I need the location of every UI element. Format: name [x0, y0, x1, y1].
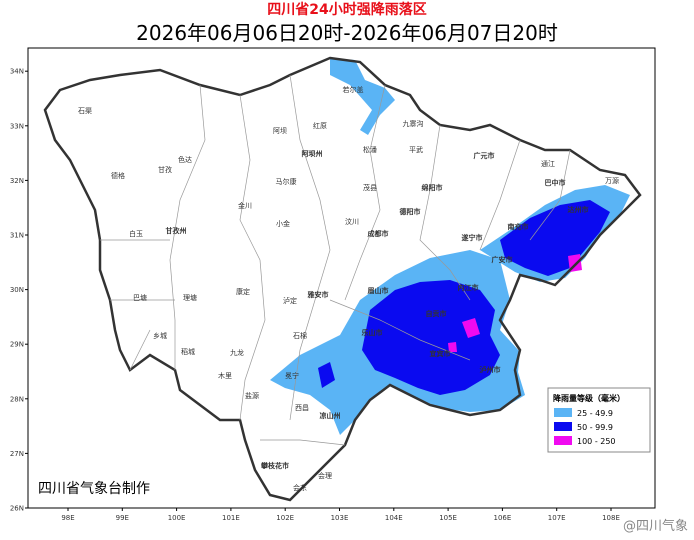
place-label: 石渠: [78, 106, 92, 115]
lon-tick-label: 100E: [168, 514, 186, 522]
place-label: 九龙: [230, 348, 244, 357]
rain-area: [362, 280, 500, 395]
credit: 四川省气象台制作: [38, 481, 150, 497]
place-label: 广安市: [492, 255, 513, 264]
place-label: 泸州市: [480, 365, 501, 374]
place-label: 松潘: [363, 145, 377, 154]
lon-tick-label: 106E: [494, 514, 512, 522]
place-label: 绵阳市: [422, 183, 443, 192]
place-label: 盐源: [245, 391, 259, 400]
place-label: 内江市: [458, 283, 479, 292]
place-label: 会理: [318, 471, 332, 480]
place-label: 德格: [111, 171, 125, 180]
place-label: 木里: [218, 371, 232, 380]
place-labels: 石渠 色达 甘孜 德格 白玉 巴塘 乡城 稻城 理塘 甘孜州 康定 泸定 阿坝州…: [78, 85, 619, 492]
legend-label: 25 - 49.9: [577, 409, 613, 418]
place-label: 红原: [313, 121, 327, 130]
place-label: 乐山市: [362, 328, 383, 337]
place-label: 小金: [276, 219, 290, 228]
place-label: 稻城: [181, 347, 195, 356]
legend-title: 降雨量等级（毫米）: [553, 393, 625, 403]
place-label: 理塘: [183, 293, 197, 302]
title: 四川省24小时强降雨落区: [267, 1, 426, 18]
place-label: 平武: [409, 145, 423, 154]
lat-tick-label: 28N: [10, 395, 24, 403]
lon-tick-label: 99E: [116, 514, 129, 522]
place-label: 通江: [541, 159, 555, 168]
place-label: 广元市: [474, 151, 495, 160]
place-label: 德阳市: [400, 207, 421, 216]
place-label: 冕宁: [285, 371, 299, 380]
place-label: 阿坝州: [302, 149, 323, 158]
lon-tick-label: 107E: [548, 514, 566, 522]
legend-swatch: [554, 408, 572, 417]
place-label: 甘孜: [158, 165, 172, 174]
legend-swatch: [554, 422, 572, 431]
rain-area: [500, 200, 610, 276]
lat-tick-label: 33N: [10, 122, 24, 130]
place-label: 会东: [293, 483, 307, 492]
place-label: 金川: [238, 201, 252, 210]
lon-tick-label: 103E: [331, 514, 349, 522]
place-label: 若尔盖: [343, 85, 364, 94]
place-label: 汶川: [345, 217, 359, 226]
place-label: 万源: [605, 176, 619, 185]
place-label: 甘孜州: [166, 226, 187, 235]
place-label: 自贡市: [426, 309, 447, 318]
place-label: 康定: [236, 287, 250, 296]
lat-tick-label: 27N: [10, 450, 24, 458]
rain-area: [330, 58, 395, 135]
place-label: 凉山州: [320, 411, 341, 420]
lat-tick-label: 31N: [10, 232, 24, 240]
place-label: 遂宁市: [462, 233, 483, 242]
place-label: 巴塘: [133, 293, 147, 302]
place-label: 色达: [178, 155, 192, 164]
legend-swatch: [554, 436, 572, 445]
watermark: @四川气象: [623, 518, 688, 534]
place-label: 乡城: [153, 332, 167, 340]
place-label: 达州市: [568, 205, 589, 214]
place-label: 宜宾市: [430, 349, 451, 358]
place-label: 南充市: [508, 222, 529, 231]
place-label: 西昌: [295, 404, 309, 412]
lon-tick-label: 104E: [385, 514, 403, 522]
legend: 降雨量等级（毫米） 25 - 49.9 50 - 99.9 100 - 250: [547, 387, 651, 453]
place-label: 雅安市: [307, 290, 329, 299]
rain-areas: [270, 58, 630, 435]
place-label: 攀枝花市: [260, 461, 289, 470]
place-label: 阿坝: [273, 126, 287, 135]
county-borders: [100, 74, 571, 446]
place-label: 巴中市: [545, 178, 566, 187]
lat-tick-label: 32N: [10, 177, 24, 185]
province-border: [43, 56, 642, 502]
legend-label: 50 - 99.9: [577, 423, 613, 432]
place-label: 眉山市: [368, 286, 389, 295]
legend-label: 100 - 250: [577, 437, 616, 446]
subtitle: 2026年06月06日20时-2026年06月07日20时: [136, 21, 558, 45]
place-label: 九寨沟: [403, 119, 424, 128]
lat-tick-label: 34N: [10, 68, 24, 76]
lon-tick-label: 108E: [602, 514, 620, 522]
place-label: 白玉: [129, 229, 143, 238]
lat-tick-label: 30N: [10, 286, 24, 294]
place-label: 茂县: [363, 183, 377, 192]
lon-tick-label: 105E: [439, 514, 457, 522]
rain-area: [318, 362, 335, 388]
lon-tick-label: 102E: [276, 514, 294, 522]
rain-area: [462, 318, 480, 338]
lat-tick-label: 26N: [10, 505, 24, 513]
place-label: 石棉: [293, 331, 307, 340]
rain-area: [448, 342, 457, 352]
place-label: 马尔康: [276, 177, 297, 186]
lon-tick-label: 101E: [222, 514, 240, 522]
place-label: 泸定: [283, 296, 297, 305]
lon-tick-label: 98E: [61, 514, 74, 522]
lat-tick-label: 29N: [10, 341, 24, 349]
place-label: 成都市: [368, 229, 389, 238]
